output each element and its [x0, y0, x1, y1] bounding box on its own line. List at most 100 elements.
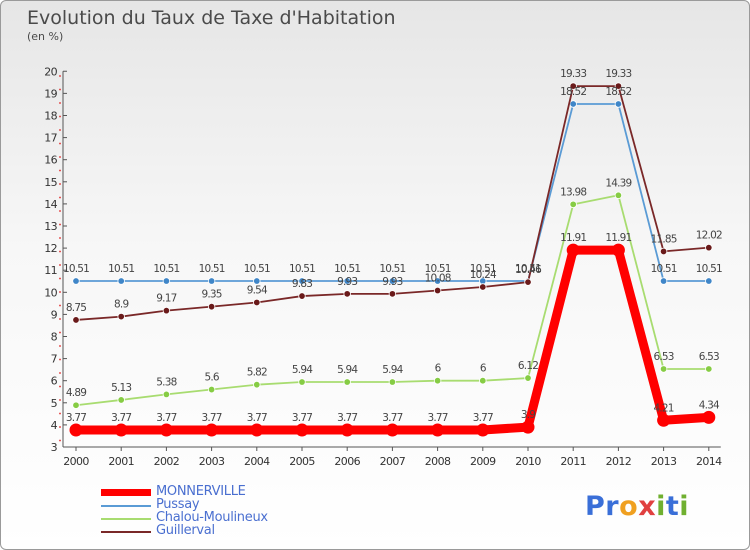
data-label: 10.51: [334, 263, 360, 275]
data-point: [657, 413, 671, 427]
data-label: 5.94: [337, 364, 358, 376]
data-label: 3.77: [292, 412, 312, 424]
x-tick-label: 2013: [651, 455, 677, 468]
data-label: 10.51: [470, 263, 496, 275]
data-point: [253, 380, 261, 389]
data-point: [614, 82, 623, 90]
x-tick-label: 2008: [425, 455, 451, 468]
data-point: [162, 390, 171, 399]
data-label: 14.39: [605, 177, 631, 189]
x-tick-label: 2004: [244, 455, 270, 468]
data-point: [702, 410, 716, 424]
x-tick-label: 2001: [108, 455, 134, 468]
logo-letter: i: [656, 491, 666, 522]
data-point: [298, 378, 306, 386]
data-label: 10.51: [515, 263, 541, 275]
x-tick-label: 2011: [560, 455, 586, 468]
data-label: 10.51: [108, 263, 134, 275]
data-label: 8.9: [114, 299, 128, 311]
proxiti-logo: Proxiti: [585, 491, 689, 522]
data-point: [614, 100, 623, 108]
x-tick-label: 2010: [515, 455, 541, 468]
y-tick-label: 12: [44, 242, 57, 255]
data-label: 5.94: [382, 364, 403, 376]
chart-title: Evolution du Taux de Taxe d'Habitation: [27, 7, 396, 29]
y-tick-label: 16: [44, 154, 57, 167]
data-label: 10.51: [199, 263, 225, 275]
data-point: [388, 277, 397, 285]
data-point: [433, 286, 442, 295]
data-label: 9.35: [202, 289, 222, 301]
x-tick-label: 2002: [154, 455, 180, 468]
data-label: 3.77: [473, 412, 493, 424]
legend-swatch: [101, 531, 151, 533]
data-point: [250, 423, 264, 437]
data-point: [611, 243, 625, 257]
data-point: [343, 290, 351, 298]
x-tick-label: 2009: [470, 455, 496, 468]
data-point: [117, 277, 125, 285]
data-point: [388, 378, 397, 386]
data-point: [207, 302, 216, 311]
data-point: [340, 423, 354, 437]
data-point: [207, 385, 216, 394]
data-label: 3.77: [247, 412, 267, 424]
legend-label: Chalou-Moulineux: [156, 510, 268, 525]
legend-label: MONNERVILLE: [156, 484, 246, 499]
data-label: 19.33: [605, 68, 631, 80]
x-tick-label: 2000: [63, 455, 89, 468]
data-point: [298, 292, 306, 300]
data-point: [117, 312, 125, 321]
data-label: 3.77: [66, 412, 86, 424]
data-label: 10.24: [470, 269, 497, 281]
legend-label: Guillerval: [156, 523, 215, 538]
x-tick-label: 2012: [606, 455, 632, 468]
logo-letter: x: [638, 491, 657, 522]
data-label: 3.77: [202, 412, 222, 424]
y-tick-label: 18: [44, 110, 57, 123]
data-label: 4.21: [654, 402, 674, 414]
data-point: [205, 423, 219, 437]
legend-swatch: [101, 505, 151, 507]
data-label: 3.77: [382, 412, 402, 424]
data-label: 4.89: [66, 387, 86, 399]
x-tick-label: 2005: [289, 455, 315, 468]
y-tick-label: 7: [51, 353, 58, 366]
logo-letter: o: [619, 491, 639, 522]
data-label: 9.54: [247, 284, 268, 296]
data-point: [72, 316, 80, 324]
data-point: [253, 277, 261, 285]
data-point: [431, 423, 445, 437]
data-point: [159, 423, 173, 437]
data-point: [343, 277, 351, 285]
data-label: 6.53: [654, 351, 674, 363]
data-point: [705, 277, 713, 285]
x-tick-label: 2003: [199, 455, 225, 468]
data-label: 5.38: [156, 376, 176, 388]
y-tick-label: 19: [44, 87, 57, 100]
data-label: 6.12: [518, 360, 538, 372]
data-label: 6.53: [699, 351, 719, 363]
data-label: 4.34: [699, 399, 720, 411]
data-label: 3.77: [337, 412, 357, 424]
data-point: [69, 423, 83, 437]
logo-letter: r: [605, 491, 620, 522]
x-tick-label: 2014: [696, 455, 722, 468]
data-point: [476, 423, 490, 437]
y-tick-label: 17: [44, 132, 57, 145]
y-tick-label: 4: [51, 419, 58, 432]
data-point: [479, 283, 487, 291]
y-tick-label: 6: [51, 375, 58, 388]
y-tick-label: 15: [44, 176, 57, 189]
data-label: 10.46: [515, 264, 542, 276]
y-tick-label: 3: [51, 441, 58, 454]
data-label: 10.51: [244, 263, 270, 275]
y-tick-label: 9: [51, 308, 58, 321]
logo-letter: P: [585, 491, 606, 522]
data-label: 3.77: [156, 412, 176, 424]
data-point: [388, 290, 397, 298]
data-label: 18.52: [560, 86, 586, 98]
y-tick-label: 8: [51, 331, 58, 344]
